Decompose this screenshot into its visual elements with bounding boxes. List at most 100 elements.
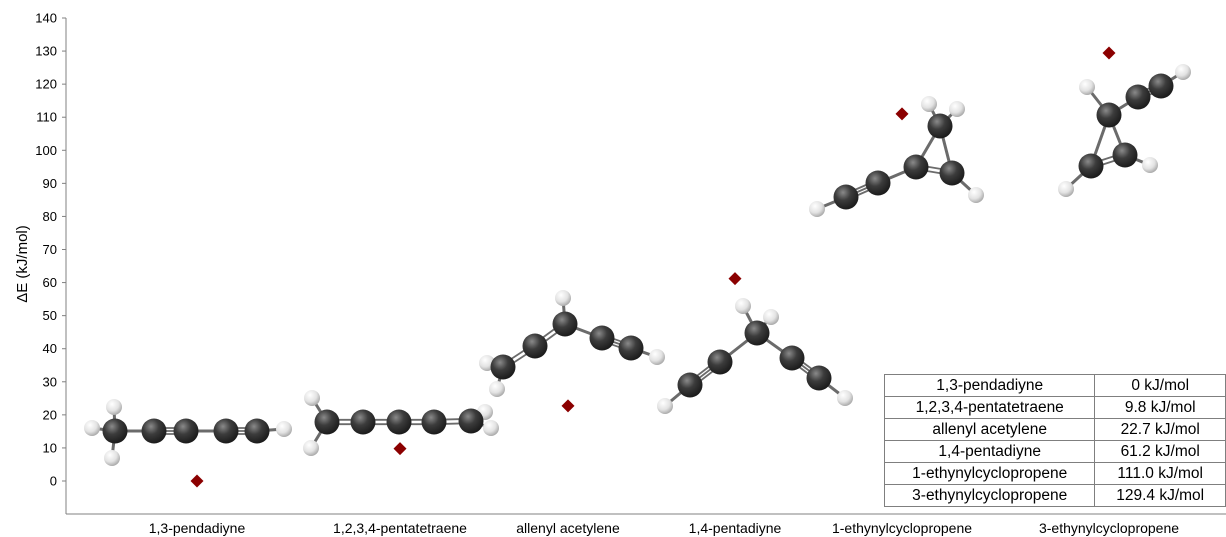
table-row: 1-ethynylcyclopropene 111.0 kJ/mol — [883, 462, 1226, 485]
carbon-atom — [744, 320, 770, 346]
carbon-atom — [102, 418, 128, 444]
carbon-atom — [141, 418, 167, 444]
carbon-atom — [552, 311, 578, 337]
data-point-marker — [393, 442, 407, 456]
carbon-atom — [903, 154, 929, 180]
table-row: 1,3-pendadiyne 0 kJ/mol — [883, 374, 1226, 397]
carbon-atom — [833, 184, 859, 210]
hydrogen-atom — [276, 421, 292, 437]
molecule-name-cell: 1-ethynylcyclopropene — [883, 462, 1096, 485]
category-label: 3-ethynylcyclopropene — [1039, 520, 1179, 536]
category-label: 1,2,3,4-pentatetraene — [333, 520, 467, 536]
y-tick-label: 130 — [35, 44, 57, 59]
hydrogen-atom — [921, 96, 937, 112]
carbon-atom — [350, 409, 376, 435]
y-tick-label: 30 — [43, 374, 57, 389]
molecule-model — [84, 399, 292, 466]
hydrogen-atom — [304, 390, 320, 406]
hydrogen-atom — [1175, 64, 1191, 80]
data-point-marker — [561, 399, 575, 413]
y-tick-label: 100 — [35, 143, 57, 158]
energy-value-cell: 0 kJ/mol — [1094, 374, 1226, 397]
carbon-atom — [1078, 153, 1104, 179]
y-tick-label: 20 — [43, 407, 57, 422]
y-tick-label: 40 — [43, 341, 57, 356]
y-axis-title: ΔE (kJ/mol) — [14, 225, 31, 303]
energy-table: 1,3-pendadiyne 0 kJ/mol 1,2,3,4-pentatetra… — [883, 374, 1226, 507]
carbon-atom — [386, 409, 412, 435]
hydrogen-atom — [104, 450, 120, 466]
carbon-atom — [865, 170, 891, 196]
carbon-atom — [1112, 142, 1138, 168]
carbon-atom — [213, 418, 239, 444]
hydrogen-atom — [483, 420, 499, 436]
hydrogen-atom — [303, 440, 319, 456]
data-point-marker — [895, 107, 909, 121]
table-row: 1,2,3,4-pentatetraene 9.8 kJ/mol — [883, 396, 1226, 419]
hydrogen-atom — [489, 381, 505, 397]
category-label: 1-ethynylcyclopropene — [832, 520, 972, 536]
hydrogen-atom — [555, 290, 571, 306]
carbon-atom — [173, 418, 199, 444]
carbon-atom — [707, 349, 733, 375]
hydrogen-atom — [1142, 157, 1158, 173]
category-label: 1,4-pentadiyne — [689, 520, 782, 536]
data-points — [190, 46, 1116, 488]
carbon-atom — [927, 113, 953, 139]
hydrogen-atom — [837, 390, 853, 406]
carbon-atom — [677, 372, 703, 398]
energy-value-cell: 22.7 kJ/mol — [1094, 418, 1226, 441]
y-tick-label: 140 — [35, 11, 57, 26]
hydrogen-atom — [949, 101, 965, 117]
energy-value-cell: 111.0 kJ/mol — [1094, 462, 1226, 485]
data-point-marker — [190, 474, 204, 488]
y-tick-label: 0 — [50, 474, 57, 489]
category-labels: 1,3-pendadiyne 1,2,3,4-pentatetraene allen… — [149, 520, 1180, 536]
molecule-model — [809, 96, 984, 217]
molecule-model — [657, 298, 853, 414]
carbon-atom — [779, 345, 805, 371]
y-tick-label: 50 — [43, 308, 57, 323]
hydrogen-atom — [735, 298, 751, 314]
hydrogen-atom — [763, 309, 779, 325]
molecule-name-cell: allenyl acetylene — [883, 418, 1096, 441]
y-tick-label: 70 — [43, 242, 57, 257]
carbon-atom — [1096, 102, 1122, 128]
hydrogen-atom — [649, 349, 665, 365]
carbon-atom — [939, 160, 965, 186]
energy-value-cell: 61.2 kJ/mol — [1094, 440, 1226, 463]
carbon-atom — [314, 409, 340, 435]
molecule-model — [479, 290, 665, 397]
molecule-name-cell: 1,4-pentadiyne — [883, 440, 1096, 463]
table-row: 3-ethynylcyclopropene 129.4 kJ/mol — [883, 484, 1226, 507]
molecule-model — [1058, 64, 1191, 197]
carbon-atom — [244, 418, 270, 444]
table-row: 1,4-pentadiyne 61.2 kJ/mol — [883, 440, 1226, 463]
carbon-atom — [1125, 84, 1151, 110]
molecule-name-cell: 1,2,3,4-pentatetraene — [883, 396, 1096, 419]
hydrogen-atom — [106, 399, 122, 415]
y-axis: 0 10 20 30 40 50 60 70 80 90 100 110 120 130 140 — [35, 11, 67, 514]
hydrogen-atom — [809, 201, 825, 217]
carbon-atom — [618, 335, 644, 361]
category-label: allenyl acetylene — [516, 520, 620, 536]
energy-value-cell: 129.4 kJ/mol — [1094, 484, 1226, 507]
carbon-atom — [421, 409, 447, 435]
molecule-model — [303, 390, 499, 456]
hydrogen-atom — [968, 187, 984, 203]
hydrogen-atom — [1079, 79, 1095, 95]
carbon-atom — [806, 365, 832, 391]
y-tick-label: 120 — [35, 77, 57, 92]
y-tick-label: 110 — [36, 110, 57, 125]
hydrogen-atom — [657, 398, 673, 414]
molecule-name-cell: 3-ethynylcyclopropene — [883, 484, 1096, 507]
carbon-atom — [1148, 73, 1174, 99]
y-tick-label: 60 — [43, 275, 57, 290]
molecule-name-cell: 1,3-pendadiyne — [883, 374, 1096, 397]
y-tick-label: 10 — [43, 440, 57, 455]
data-point-marker — [728, 272, 742, 286]
carbon-atom — [589, 325, 615, 351]
carbon-atom — [522, 333, 548, 359]
carbon-atom — [458, 408, 484, 434]
molecule-illustrations — [84, 64, 1191, 466]
